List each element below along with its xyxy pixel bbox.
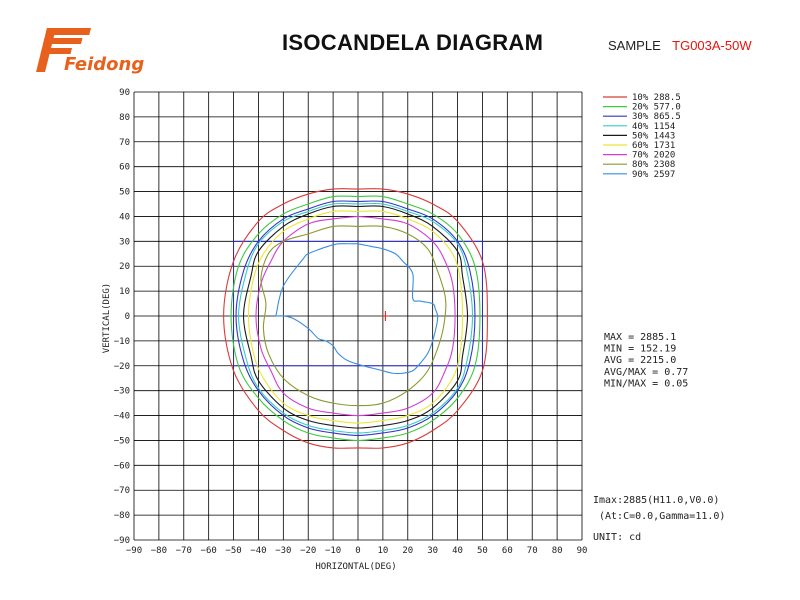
stat-line: MIN = 152.19 <box>604 344 676 355</box>
contour-line-9 <box>275 243 439 375</box>
x-tick-label: −30 <box>275 546 291 556</box>
imax-line: (At:C=0.0,Gamma=11.0) <box>599 511 725 522</box>
y-tick-label: 90 <box>119 88 130 98</box>
y-tick-label: −30 <box>114 387 130 397</box>
sample-info: SAMPLE TG003A-50W <box>608 38 752 53</box>
contour-line-5 <box>242 205 469 429</box>
legend-label: 50% 1443 <box>632 131 675 141</box>
stat-line: MIN/MAX = 0.05 <box>604 378 688 389</box>
x-tick-label: 70 <box>527 546 538 556</box>
contour-line-2 <box>230 195 481 441</box>
legend-label: 70% 2020 <box>632 151 675 161</box>
x-tick-label: 80 <box>552 546 563 556</box>
x-tick-label: −70 <box>176 546 192 556</box>
contour-line-4 <box>237 202 474 434</box>
x-tick-label: 20 <box>402 546 413 556</box>
stat-line: AVG = 2215.0 <box>604 355 676 366</box>
x-tick-label: 50 <box>477 546 488 556</box>
legend-label: 20% 577.0 <box>632 103 681 113</box>
unit-label: UNIT: cd <box>593 532 641 543</box>
contour-line-8 <box>260 225 447 407</box>
x-tick-label: −50 <box>225 546 241 556</box>
legend-label: 30% 865.5 <box>632 112 681 122</box>
x-axis-label: HORIZONTAL(DEG) <box>315 562 396 572</box>
y-axis-label: VERTICAL(DEG) <box>102 283 112 353</box>
contour-line-3 <box>235 200 476 437</box>
stat-line: AVG/MAX = 0.77 <box>604 367 688 378</box>
x-tick-label: −80 <box>151 546 167 556</box>
y-tick-label: −90 <box>114 536 130 546</box>
x-tick-label: 60 <box>502 546 513 556</box>
contour-line-1 <box>223 188 488 449</box>
imax-block: Imax:2885(H11.0,V0.0) (At:C=0.0,Gamma=11.… <box>593 495 725 522</box>
x-tick-label: −90 <box>126 546 142 556</box>
stat-line: MAX = 2885.1 <box>604 332 676 343</box>
x-tick-label: −40 <box>250 546 266 556</box>
x-tick-label: 90 <box>577 546 588 556</box>
y-tick-label: −80 <box>114 511 130 521</box>
legend-label: 10% 288.5 <box>632 93 681 103</box>
legend-label: 40% 1154 <box>632 122 675 132</box>
x-tick-label: −60 <box>201 546 217 556</box>
y-tick-label: 60 <box>119 163 130 173</box>
x-tick-label: 40 <box>452 546 463 556</box>
y-tick-label: −40 <box>114 412 130 422</box>
y-tick-label: −70 <box>114 486 130 496</box>
sample-label: SAMPLE <box>608 38 661 53</box>
x-tick-label: −10 <box>325 546 341 556</box>
y-tick-label: 30 <box>119 237 130 247</box>
y-tick-label: −10 <box>114 337 130 347</box>
chart-ticks: −90 −80 −70 −60 −50 −40 −30 −20 −10 0 10 20 30 40 50 60… <box>114 88 588 556</box>
imax-line: Imax:2885(H11.0,V0.0) <box>593 495 719 506</box>
reference-rectangle <box>233 240 483 367</box>
sample-code: TG003A-50W <box>672 38 752 53</box>
y-tick-label: −50 <box>114 436 130 446</box>
contour-line-6 <box>247 210 464 424</box>
chart-grid <box>133 91 583 541</box>
y-tick-label: 20 <box>119 262 130 272</box>
y-tick-label: 80 <box>119 113 130 123</box>
contour-line-7 <box>255 215 456 417</box>
logo-text: Feidong <box>64 54 144 75</box>
page-title: ISOCANDELA DIAGRAM <box>282 30 544 55</box>
x-tick-label: 10 <box>377 546 388 556</box>
y-tick-label: 70 <box>119 138 130 148</box>
y-tick-label: 0 <box>125 312 130 322</box>
legend-label: 80% 2308 <box>632 160 675 170</box>
chart-contours <box>223 188 488 449</box>
y-tick-label: −60 <box>114 461 130 471</box>
legend-label: 90% 2597 <box>632 170 675 180</box>
x-tick-label: 30 <box>427 546 438 556</box>
y-tick-label: 40 <box>119 212 130 222</box>
x-tick-label: 0 <box>355 546 360 556</box>
y-tick-label: 50 <box>119 188 130 198</box>
legend-label: 60% 1731 <box>632 141 675 151</box>
feidong-logo: Feidong <box>36 28 144 75</box>
x-tick-label: −20 <box>300 546 316 556</box>
y-tick-label: 10 <box>119 287 130 297</box>
y-tick-label: −20 <box>114 362 130 372</box>
